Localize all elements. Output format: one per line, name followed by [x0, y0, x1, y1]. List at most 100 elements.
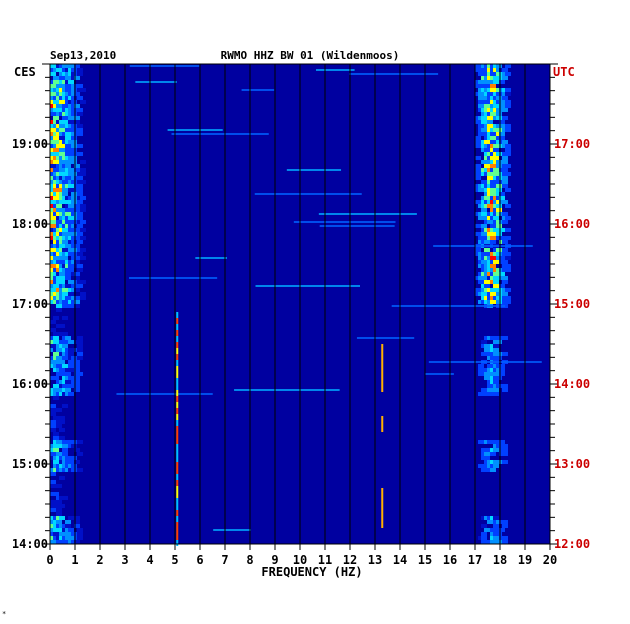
- spectral-cell: [50, 128, 56, 132]
- spectral-cell: [478, 80, 484, 84]
- spectral-cell: [481, 340, 487, 344]
- spectral-cell: [74, 164, 80, 168]
- spectral-cell: [68, 188, 74, 192]
- spectral-cell: [74, 460, 80, 464]
- spectral-cell: [496, 64, 502, 68]
- spectral-cell: [496, 232, 502, 236]
- spectral-cell: [496, 356, 502, 360]
- spectral-cell: [50, 508, 56, 512]
- spectral-cell: [74, 276, 80, 280]
- spectral-line: [176, 522, 179, 528]
- spectral-cell: [59, 280, 65, 284]
- spectral-cell: [481, 464, 487, 468]
- spectral-cell: [496, 460, 502, 464]
- spectral-cell: [77, 68, 83, 72]
- footer-mark: *: [2, 610, 6, 618]
- right-time-label: 13:00: [554, 457, 590, 471]
- spectral-cell: [74, 288, 80, 292]
- spectral-cell: [50, 152, 56, 156]
- spectral-cell: [505, 72, 511, 76]
- spectral-cell: [59, 428, 65, 432]
- spectral-cell: [50, 540, 56, 544]
- spectral-cell: [499, 192, 505, 196]
- spectral-cell: [478, 372, 484, 376]
- spectral-cell: [59, 128, 65, 132]
- right-time-label: 16:00: [554, 217, 590, 231]
- spectral-cell: [493, 280, 499, 284]
- spectral-cell: [62, 228, 68, 232]
- spectral-cell: [50, 112, 56, 116]
- spectral-cell: [77, 84, 83, 88]
- spectral-cell: [502, 260, 508, 264]
- spectral-cell: [65, 336, 71, 340]
- spectral-cell: [62, 340, 68, 344]
- spectral-cell: [502, 200, 508, 204]
- spectral-cell: [80, 236, 86, 240]
- x-tick-label: 13: [368, 553, 382, 567]
- spectral-line: [176, 318, 179, 324]
- left-time-label: 16:00: [12, 377, 48, 391]
- spectral-cell: [505, 268, 511, 272]
- spectral-line: [176, 324, 179, 330]
- spectral-cell: [493, 392, 499, 396]
- spectral-cell: [490, 292, 496, 296]
- spectral-cell: [502, 336, 508, 340]
- spectral-cell: [475, 232, 481, 236]
- spectral-cell: [68, 268, 74, 272]
- spectral-cell: [77, 440, 83, 444]
- spectral-cell: [74, 260, 80, 264]
- spectral-cell: [496, 376, 502, 380]
- spectral-cell: [71, 196, 77, 200]
- spectral-cell: [490, 192, 496, 196]
- spectral-cell: [505, 124, 511, 128]
- spectral-cell: [53, 532, 59, 536]
- spectral-cell: [56, 440, 62, 444]
- spectral-cell: [478, 392, 484, 396]
- spectral-cell: [74, 304, 80, 308]
- spectral-line: [176, 342, 179, 348]
- spectral-cell: [56, 408, 62, 412]
- spectral-cell: [484, 240, 490, 244]
- spectral-cell: [80, 180, 86, 184]
- spectral-cell: [71, 100, 77, 104]
- spectral-streak: [171, 133, 269, 135]
- right-timezone-label: UTC: [553, 65, 575, 79]
- spectral-cell: [71, 200, 77, 204]
- spectral-cell: [505, 92, 511, 96]
- spectral-cell: [77, 152, 83, 156]
- spectral-cell: [481, 68, 487, 72]
- spectral-cell: [77, 224, 83, 228]
- spectral-line: [176, 462, 179, 468]
- spectral-cell: [493, 168, 499, 172]
- spectral-cell: [502, 160, 508, 164]
- spectral-cell: [74, 104, 80, 108]
- spectral-cell: [475, 136, 481, 140]
- x-tick-label: 2: [96, 553, 103, 567]
- spectral-line: [176, 384, 179, 390]
- spectral-cell: [56, 520, 62, 524]
- plot-area: [49, 63, 551, 546]
- spectral-cell: [65, 148, 71, 152]
- spectral-cell: [493, 276, 499, 280]
- spectral-cell: [502, 68, 508, 72]
- spectral-cell: [481, 224, 487, 228]
- x-tick-label: 17: [468, 553, 482, 567]
- spectral-line: [176, 432, 179, 438]
- spectral-cell: [499, 372, 505, 376]
- spectral-cell: [62, 496, 68, 500]
- spectral-cell: [478, 364, 484, 368]
- spectral-cell: [499, 272, 505, 276]
- spectral-cell: [68, 216, 74, 220]
- spectral-cell: [499, 440, 505, 444]
- spectral-cell: [77, 232, 83, 236]
- spectral-streak: [255, 285, 361, 287]
- spectral-cell: [59, 360, 65, 364]
- spectral-line: [176, 510, 179, 516]
- spectral-cell: [53, 352, 59, 356]
- spectral-cell: [505, 88, 511, 92]
- spectral-line: [176, 468, 179, 474]
- spectral-cell: [496, 108, 502, 112]
- spectral-cell: [62, 316, 68, 320]
- spectral-line: [176, 516, 179, 522]
- spectral-cell: [71, 140, 77, 144]
